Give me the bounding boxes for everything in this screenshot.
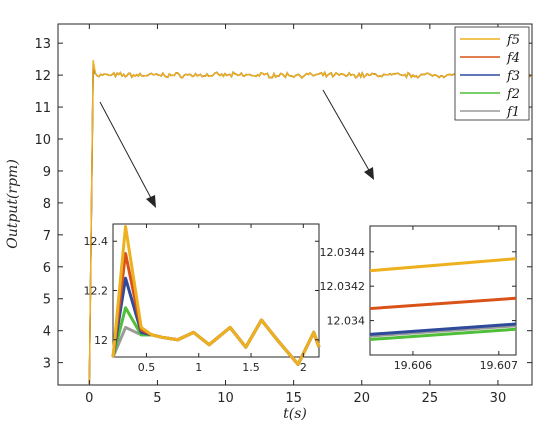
y-tick-label: 11 [34, 101, 51, 116]
inset-steady-series [369, 257, 517, 342]
inset-y-tick-label: 12 [94, 334, 108, 347]
arrow-steady [322, 89, 371, 173]
y-tick-label: 6 [43, 261, 51, 276]
inset-series-f1 [369, 324, 517, 338]
inset-x-tick-label: 1.5 [242, 361, 260, 374]
y-tick-label: 3 [43, 357, 51, 372]
y-tick-label: 4 [43, 325, 51, 340]
x-tick-label: 25 [422, 391, 439, 406]
inset-y-tick-label: 12.0342 [320, 280, 366, 293]
inset-y-tick-label: 12.034 [327, 315, 366, 328]
x-tick-label: 0 [85, 391, 93, 406]
arrow-overshoot-head [146, 195, 156, 208]
legend-box [454, 26, 530, 121]
x-tick-label: 30 [490, 391, 507, 406]
x-tick-label: 10 [217, 391, 234, 406]
x-axis-label: t(s) [283, 406, 307, 422]
inset-y-tick-label: 12.2 [84, 285, 109, 298]
arrow-steady-head [364, 167, 374, 180]
inset-steady-ticks: 19.606 19.607 12.034 12.0342 12.0344 [320, 226, 519, 372]
arrow-overshoot [99, 101, 153, 201]
legend-label-f1: f1 [506, 105, 520, 120]
inset-steady: 19.606 19.607 12.034 12.0342 12.0344 [320, 225, 519, 372]
inset-x-tick-label: 19.606 [394, 359, 433, 372]
inset-series-f3 [369, 322, 517, 336]
inset-overshoot: 0.5 1 1.5 2 12 12.2 12.4 [84, 223, 321, 374]
inset-series-f2 [369, 327, 517, 342]
y-axis-label: Output(rpm) [5, 159, 21, 249]
inset-x-tick-label: 0.5 [138, 361, 156, 374]
inset-x-tick-label: 2 [300, 361, 307, 374]
inset-y-tick-label: 12.0344 [320, 246, 366, 259]
y-tick-label: 8 [43, 197, 51, 212]
inset-overshoot-series [111, 224, 321, 366]
legend-label-f2: f2 [506, 87, 520, 102]
y-tick-label: 10 [34, 133, 51, 148]
inset-series-f5 [369, 257, 517, 273]
x-tick-label: 15 [285, 391, 302, 406]
legend-label-f4: f4 [506, 51, 520, 66]
inset-overshoot-bg [112, 223, 320, 358]
inset-x-tick-label: 19.607 [480, 359, 519, 372]
legend: f5 f4 f3 f2 f1 [454, 26, 530, 121]
y-tick-label: 5 [43, 293, 51, 308]
inset-y-tick-label: 12.4 [84, 235, 109, 248]
annotation-arrows [99, 89, 374, 208]
x-tick-label: 20 [353, 391, 370, 406]
y-tick-label: 7 [43, 229, 51, 244]
x-tick-labels: 0 5 10 15 20 25 30 [85, 24, 506, 406]
y-tick-label: 9 [43, 165, 51, 180]
legend-label-f5: f5 [506, 33, 520, 48]
y-tick-label: 12 [34, 69, 51, 84]
x-tick-label: 5 [153, 391, 161, 406]
inset-series-f5 [111, 224, 321, 366]
inset-series-f4 [369, 296, 517, 311]
legend-label-f3: f3 [506, 69, 520, 84]
inset-overshoot-ticks: 0.5 1 1.5 2 12 12.2 12.4 [84, 224, 319, 374]
y-tick-label: 13 [34, 37, 51, 52]
inset-x-tick-label: 1 [195, 361, 202, 374]
